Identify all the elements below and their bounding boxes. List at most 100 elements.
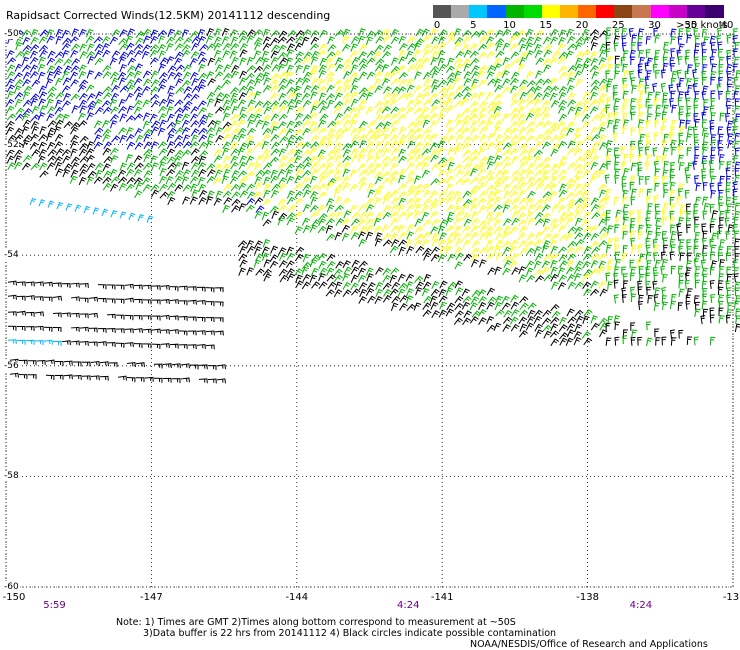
wind-barb <box>461 107 471 116</box>
wind-barb <box>97 297 107 303</box>
wind-barb <box>350 169 358 178</box>
wind-barb <box>302 64 311 74</box>
wind-barb <box>333 169 343 178</box>
wind-barb <box>374 63 384 72</box>
wind-barb <box>167 28 176 38</box>
wind-barb <box>678 188 683 198</box>
wind-barb <box>375 36 385 44</box>
wind-barb <box>733 216 739 226</box>
wind-barb <box>37 155 46 164</box>
wind-barb <box>583 154 592 163</box>
wind-barb <box>262 219 272 227</box>
wind-barb <box>447 57 455 67</box>
wind-barb <box>174 169 184 178</box>
wind-barb <box>687 126 694 135</box>
wind-barb <box>198 155 207 165</box>
wind-barb <box>678 279 684 289</box>
wind-barb <box>383 34 391 44</box>
wind-barb <box>90 375 100 381</box>
wind-barb <box>326 253 336 262</box>
wind-barb <box>92 207 100 215</box>
wind-barb <box>685 97 691 107</box>
wind-barb <box>115 314 125 320</box>
wind-barb <box>357 154 366 163</box>
wind-barb <box>295 280 304 289</box>
wind-barb <box>463 71 472 80</box>
wind-barb <box>90 360 100 366</box>
wind-barb <box>455 85 464 94</box>
wind-barb <box>126 84 136 93</box>
wind-barb <box>534 204 544 213</box>
wind-barb <box>22 108 33 116</box>
wind-barb <box>230 161 239 170</box>
wind-barb <box>541 175 550 184</box>
wind-barb <box>255 56 265 65</box>
wind-barb <box>701 70 707 80</box>
wind-barb <box>462 225 472 234</box>
wind-barb <box>422 183 431 192</box>
wind-barb <box>423 84 432 93</box>
wind-barb <box>334 175 343 185</box>
wind-barb <box>535 162 545 170</box>
wind-barb <box>692 126 698 136</box>
wind-barb <box>398 239 408 247</box>
wind-barb <box>630 146 636 156</box>
wind-barb <box>342 58 353 66</box>
wind-barb <box>463 218 472 227</box>
wind-barb <box>454 100 464 108</box>
wind-barb <box>447 161 455 171</box>
wind-barb <box>654 168 661 177</box>
wind-barb <box>167 65 177 74</box>
latitude-label: -58 <box>4 471 19 482</box>
wind-barb <box>357 163 367 171</box>
wind-barb <box>262 154 271 163</box>
wind-barb <box>206 71 215 80</box>
wind-barb <box>734 202 740 212</box>
wind-barb <box>559 337 568 346</box>
wind-barb <box>125 42 135 51</box>
wind-barb <box>374 176 383 185</box>
wind-barb <box>382 294 392 303</box>
wind-barb <box>325 198 335 207</box>
wind-barb <box>374 71 384 79</box>
wind-barb <box>486 161 495 170</box>
wind-barb <box>574 232 584 240</box>
wind-barb <box>398 282 408 290</box>
wind-barb <box>254 197 264 205</box>
wind-barb <box>382 232 392 241</box>
wind-barb <box>717 280 724 289</box>
wind-barb <box>279 155 289 164</box>
wind-barb <box>550 233 560 241</box>
wind-barb <box>246 155 255 164</box>
wind-barb <box>590 161 599 170</box>
wind-barb <box>487 216 495 226</box>
wind-barb <box>455 50 465 59</box>
wind-barb <box>301 36 310 45</box>
wind-barb <box>261 246 270 255</box>
wind-barb <box>605 337 612 346</box>
wind-barb <box>614 70 621 79</box>
wind-barb <box>502 57 511 66</box>
wind-barb <box>230 56 239 66</box>
wind-barb <box>190 155 201 164</box>
wind-barb <box>494 140 504 149</box>
wind-barb <box>183 37 193 45</box>
wind-barb <box>99 375 109 381</box>
wind-barb <box>655 217 662 227</box>
wind-barb <box>558 274 567 283</box>
wind-barb <box>526 98 536 107</box>
wind-barb <box>115 284 125 290</box>
wind-barb <box>549 85 560 93</box>
wind-barb <box>254 240 263 249</box>
wind-barb <box>359 211 368 220</box>
wind-barb <box>46 35 55 44</box>
wind-barb <box>325 57 334 66</box>
wind-barb <box>430 120 439 129</box>
wind-barb <box>590 232 600 241</box>
wind-barb <box>445 308 455 317</box>
wind-barb <box>695 232 701 241</box>
wind-barb <box>79 155 89 163</box>
wind-barb <box>421 106 430 116</box>
wind-barb <box>526 267 534 276</box>
wind-barb <box>325 71 335 79</box>
